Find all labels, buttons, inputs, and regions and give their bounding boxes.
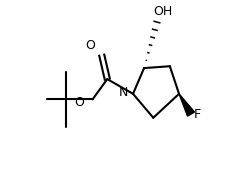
Text: O: O (74, 96, 84, 109)
Text: N: N (119, 86, 128, 98)
Polygon shape (179, 94, 194, 116)
Text: OH: OH (153, 5, 172, 18)
Text: O: O (85, 39, 95, 52)
Text: F: F (194, 109, 201, 121)
